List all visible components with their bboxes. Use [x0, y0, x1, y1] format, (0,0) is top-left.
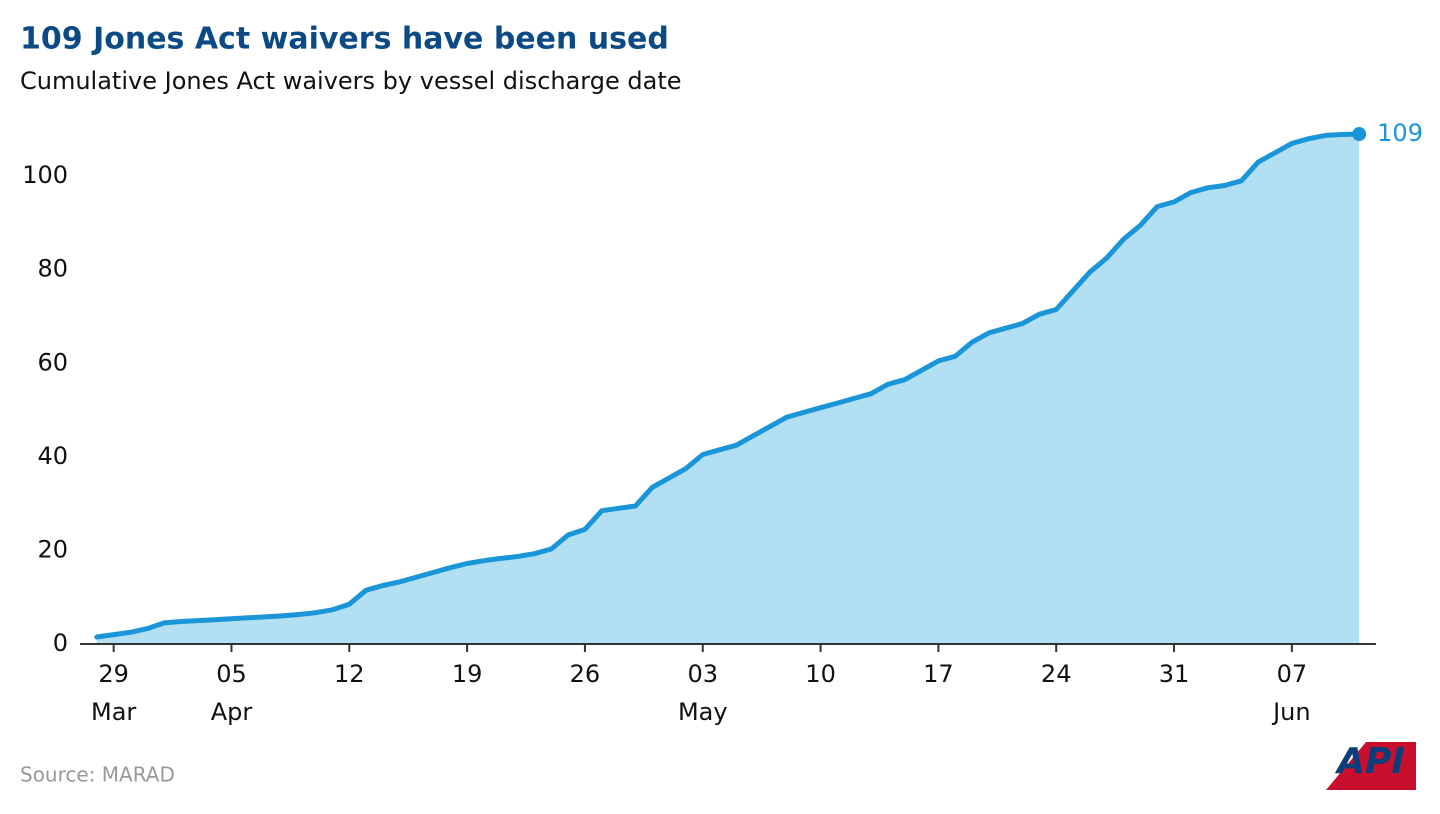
x-tick-label: 31	[1159, 660, 1190, 688]
x-tick-sublabel: Apr	[211, 698, 253, 726]
logo-text: API	[1334, 741, 1405, 782]
x-tick-label: 03	[687, 660, 718, 688]
x-tick-label: 17	[923, 660, 954, 688]
area	[96, 134, 1360, 644]
y-tick-label: 0	[53, 629, 68, 657]
x-tick-sublabel: Mar	[91, 698, 136, 726]
y-tick-label: 20	[37, 535, 68, 563]
x-tick-label: 24	[1041, 660, 1072, 688]
chart-title: 109 Jones Act waivers have been used	[20, 22, 669, 57]
y-tick-label: 80	[37, 255, 68, 283]
x-tick-sublabel: Jun	[1271, 698, 1311, 726]
end-point	[1352, 127, 1367, 142]
y-tick-label: 60	[37, 348, 68, 376]
y-tick-label: 40	[37, 442, 68, 470]
y-tick-label: 100	[22, 161, 68, 189]
x-tick-label: 07	[1277, 660, 1308, 688]
chart-subtitle: Cumulative Jones Act waivers by vessel d…	[20, 67, 682, 95]
x-tick-label: 05	[216, 660, 247, 688]
line	[94, 131, 1362, 640]
logo-shape	[1326, 742, 1416, 790]
logo: API	[1326, 741, 1416, 790]
x-tick-label: 26	[570, 660, 601, 688]
x-tick-label: 12	[334, 660, 365, 688]
x-tick-label: 29	[98, 660, 129, 688]
x-tick-sublabel: May	[678, 698, 728, 726]
x-tick-label: 19	[452, 660, 483, 688]
source: Source: MARAD	[20, 763, 175, 787]
x-tick-label: 10	[805, 660, 836, 688]
end-label: 109	[1377, 119, 1423, 147]
